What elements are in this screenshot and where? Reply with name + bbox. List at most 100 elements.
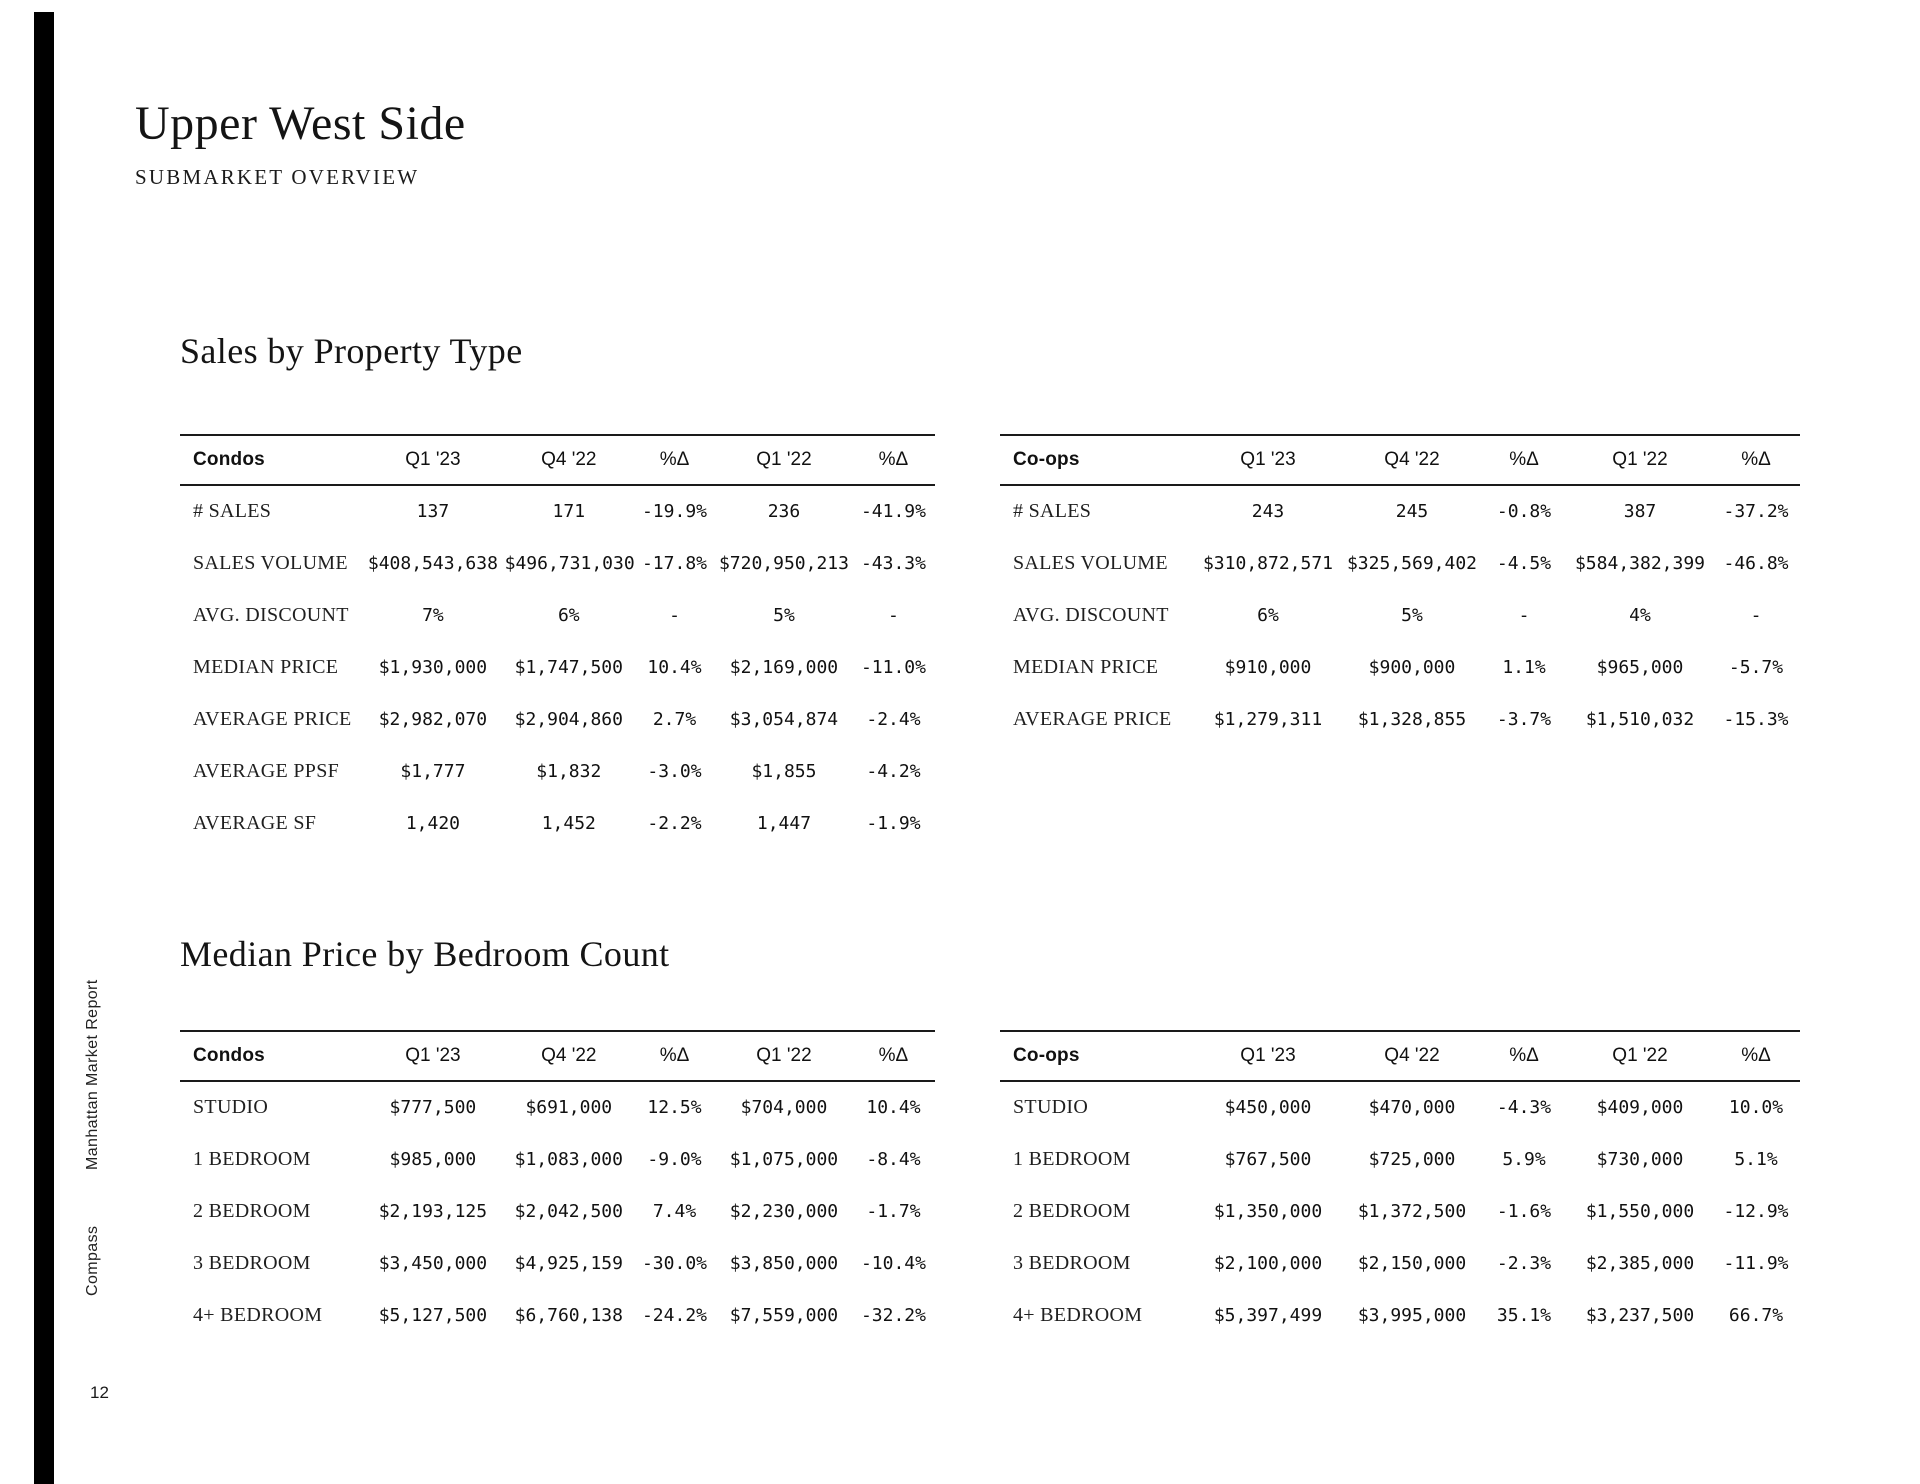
table-row: STUDIO $450,000 $470,000 -4.3% $409,000 10.0% bbox=[1000, 1081, 1800, 1133]
row-label: 4+ BEDROOM bbox=[193, 1303, 323, 1326]
cell-value: $496,731,030 bbox=[504, 552, 635, 574]
cell-value: $1,747,500 bbox=[514, 656, 623, 678]
row-label: AVG. DISCOUNT bbox=[193, 603, 349, 626]
cell-value: -4.3% bbox=[1496, 1097, 1552, 1119]
cell-value: -17.8% bbox=[641, 552, 707, 574]
cell-value: 66.7% bbox=[1728, 1304, 1784, 1326]
table-row: SALES VOLUME $310,872,571 $325,569,402 -4.5… bbox=[1000, 537, 1800, 589]
cell-value: $767,500 bbox=[1224, 1148, 1312, 1170]
cell-value: 35.1% bbox=[1496, 1304, 1552, 1326]
cell-value: -12.9% bbox=[1723, 1200, 1789, 1222]
cell-value: -32.2% bbox=[860, 1304, 926, 1326]
column-header: %Δ bbox=[1741, 449, 1771, 471]
cell-value: -3.0% bbox=[647, 760, 702, 782]
cell-value: 12.5% bbox=[647, 1097, 702, 1119]
cell-value: $1,279,311 bbox=[1213, 708, 1323, 730]
row-label: 3 BEDROOM bbox=[1013, 1251, 1131, 1274]
cell-value: -2.3% bbox=[1496, 1252, 1552, 1274]
cell-value: 171 bbox=[552, 501, 586, 523]
cell-value: $6,760,138 bbox=[514, 1304, 623, 1326]
column-header: Q1 '23 bbox=[405, 449, 461, 471]
cell-value: $584,382,399 bbox=[1574, 552, 1706, 574]
row-label: MEDIAN PRICE bbox=[193, 655, 339, 678]
cell-value: 7% bbox=[422, 604, 444, 626]
row-label: 1 BEDROOM bbox=[193, 1147, 311, 1170]
row-label: 4+ BEDROOM bbox=[1013, 1303, 1143, 1326]
row-label: SALES VOLUME bbox=[1013, 551, 1168, 574]
row-label: 2 BEDROOM bbox=[1013, 1199, 1131, 1222]
cell-value: - bbox=[888, 604, 899, 626]
column-header: %Δ bbox=[1509, 1045, 1539, 1067]
row-label: 2 BEDROOM bbox=[193, 1199, 311, 1222]
column-header: %Δ bbox=[878, 1045, 909, 1067]
cell-value: $1,083,000 bbox=[514, 1148, 623, 1170]
table-row: AVG. DISCOUNT 6% 5% - 4% - bbox=[1000, 589, 1800, 641]
cell-value: $725,000 bbox=[1368, 1148, 1456, 1170]
column-header: Q1 '23 bbox=[1240, 449, 1296, 471]
section-heading: Median Price by Bedroom Count bbox=[180, 934, 670, 975]
cell-value: $2,230,000 bbox=[729, 1200, 839, 1222]
cell-value: $3,450,000 bbox=[378, 1252, 488, 1274]
cell-value: $777,500 bbox=[389, 1097, 477, 1119]
row-label: STUDIO bbox=[193, 1096, 269, 1119]
cell-value: $7,559,000 bbox=[729, 1304, 839, 1326]
cell-value: -10.4% bbox=[860, 1252, 926, 1274]
cell-value: -11.0% bbox=[860, 656, 926, 678]
cell-value: $2,100,000 bbox=[1213, 1252, 1323, 1274]
cell-value: $720,950,213 bbox=[718, 552, 849, 574]
cell-value: $1,510,032 bbox=[1585, 708, 1695, 730]
cell-value: 245 bbox=[1395, 501, 1429, 523]
bedroom-tables-row: Condos Q1 '23 Q4 '22 %Δ Q1 '22 %Δ STUDIO $777,5… bbox=[180, 1030, 1820, 1341]
cell-value: -11.9% bbox=[1723, 1252, 1789, 1274]
cell-value: $3,850,000 bbox=[729, 1252, 839, 1274]
cell-value: -0.8% bbox=[1496, 501, 1552, 523]
cell-value: - bbox=[669, 604, 680, 626]
report-name-label: Manhattan Market Report bbox=[84, 978, 101, 1170]
cell-value: - bbox=[1750, 604, 1762, 626]
cell-value: $450,000 bbox=[1224, 1097, 1312, 1119]
table-row: 1 BEDROOM $767,500 $725,000 5.9% $730,000 5.1… bbox=[1000, 1133, 1800, 1185]
cell-value: $2,150,000 bbox=[1357, 1252, 1467, 1274]
cell-value: 1,420 bbox=[405, 812, 460, 834]
cell-value: 6% bbox=[1257, 604, 1279, 626]
row-label: # SALES bbox=[1013, 500, 1092, 523]
column-header: %Δ bbox=[1741, 1045, 1771, 1067]
cell-value: $2,982,070 bbox=[378, 708, 488, 730]
cell-value: 10.4% bbox=[866, 1097, 921, 1119]
column-header: Q4 '22 bbox=[1384, 1045, 1440, 1067]
cell-value: $2,042,500 bbox=[514, 1200, 623, 1222]
table-row: AVERAGE SF 1,420 1,452 -2.2% 1,447 -1.9% bbox=[180, 797, 935, 849]
condos-bedroom-table: Condos Q1 '23 Q4 '22 %Δ Q1 '22 %Δ STUDIO $777,5… bbox=[180, 1030, 935, 1341]
report-page: Upper West Side SUBMARKET OVERVIEW Sales… bbox=[135, 96, 1820, 1341]
table-row: # SALES 137 171 -19.9% 236 -41.9% bbox=[180, 485, 935, 537]
coops-sales-table: Co-ops Q1 '23 Q4 '22 %Δ Q1 '22 %Δ # SALES 243 24… bbox=[1000, 434, 1800, 745]
cell-value: 1,452 bbox=[541, 812, 596, 834]
cell-value: -3.7% bbox=[1496, 708, 1552, 730]
section-median-price-by-bedroom-count: Median Price by Bedroom Count Condos Q1 '… bbox=[180, 933, 1820, 1341]
cell-value: $965,000 bbox=[1596, 656, 1684, 678]
cell-value: $2,193,125 bbox=[378, 1200, 488, 1222]
cell-value: 6% bbox=[557, 604, 580, 626]
cell-value: 1,447 bbox=[756, 812, 812, 834]
table-row: AVERAGE PPSF $1,777 $1,832 -3.0% $1,855 -4.2% bbox=[180, 745, 935, 797]
row-label: SALES VOLUME bbox=[193, 551, 348, 574]
cell-value: $4,925,159 bbox=[514, 1252, 623, 1274]
row-label: AVERAGE PPSF bbox=[193, 759, 340, 782]
cell-value: -5.7% bbox=[1728, 656, 1784, 678]
column-header: %Δ bbox=[659, 449, 690, 471]
cell-value: 5.1% bbox=[1734, 1148, 1778, 1170]
cell-value: $5,397,499 bbox=[1213, 1304, 1323, 1326]
cell-value: $1,930,000 bbox=[378, 656, 488, 678]
section-heading: Sales by Property Type bbox=[180, 331, 523, 372]
row-label: AVERAGE PRICE bbox=[193, 707, 352, 730]
cell-value: -30.0% bbox=[641, 1252, 707, 1274]
cell-value: $1,328,855 bbox=[1357, 708, 1467, 730]
column-header: Q4 '22 bbox=[1384, 449, 1440, 471]
table-title: Co-ops bbox=[1013, 449, 1080, 471]
page-subtitle: SUBMARKET OVERVIEW bbox=[135, 165, 420, 190]
row-label: AVERAGE PRICE bbox=[1013, 707, 1172, 730]
row-label: AVERAGE SF bbox=[193, 811, 317, 834]
cell-value: $1,550,000 bbox=[1585, 1200, 1695, 1222]
cell-value: 236 bbox=[767, 501, 801, 523]
column-header: Q1 '22 bbox=[1612, 449, 1668, 471]
